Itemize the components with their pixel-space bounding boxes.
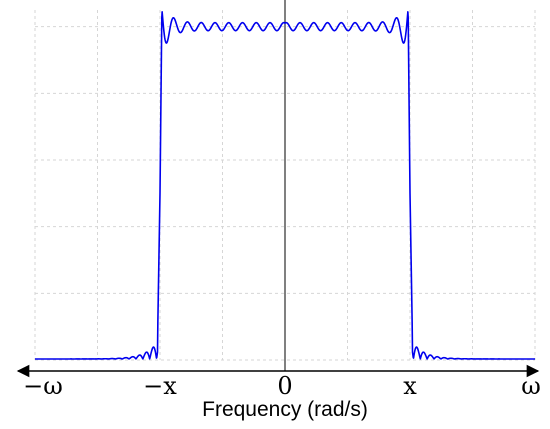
- x-axis-title: Frequency (rad/s): [202, 398, 368, 421]
- x-tick-label: ω: [521, 372, 541, 400]
- x-tick-label: x: [403, 372, 417, 400]
- x-tick-label: −x: [143, 372, 177, 400]
- series-line: [34, 11, 536, 360]
- x-tick-label: −ω: [23, 372, 63, 400]
- x-tick-labels: −ω −x 0 x ω: [23, 372, 541, 400]
- x-tick-label: 0: [277, 372, 292, 400]
